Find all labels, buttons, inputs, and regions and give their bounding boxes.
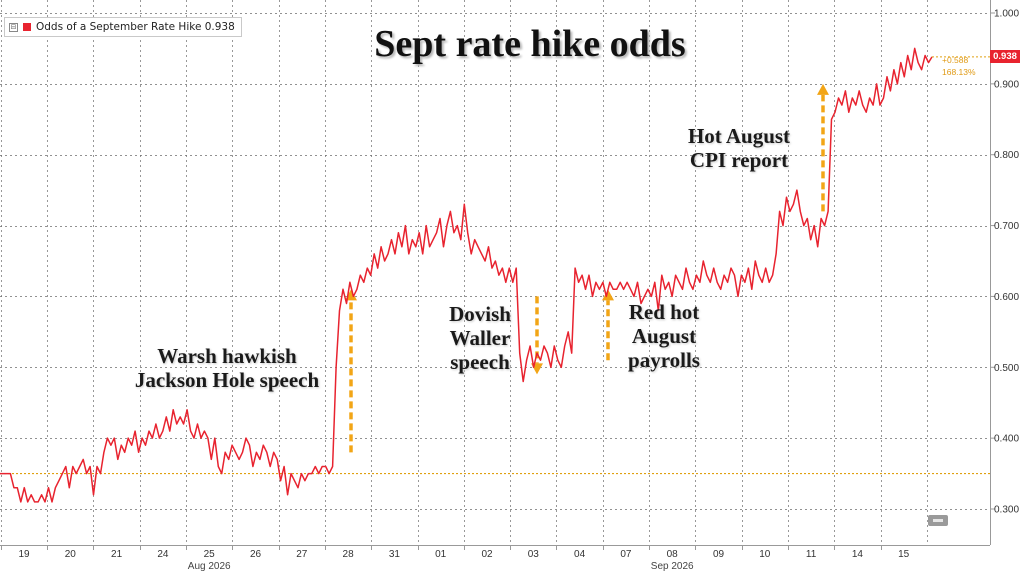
legend-swatch <box>23 23 31 31</box>
y-tick-label: 0.700 <box>994 221 1019 232</box>
x-tick-label: 07 <box>620 549 632 560</box>
x-tick-label: 14 <box>852 549 864 560</box>
annotation-warsh-line-1: Warsh hawkish <box>157 344 297 368</box>
x-tick-label: 21 <box>111 549 123 560</box>
last-value-badge: 0.938 <box>990 50 1020 63</box>
odds-series-line <box>0 47 933 503</box>
annotation-warsh-line-2: Jackson Hole speech <box>134 368 320 392</box>
x-tick-label: 27 <box>296 549 308 560</box>
x-tick-label: 28 <box>343 549 355 560</box>
annotation-payrolls-line-3: payrolls <box>628 348 700 372</box>
y-tick-label: 0.800 <box>994 150 1019 161</box>
annotation-dovish-line-3: speech <box>450 350 510 374</box>
annotation-payrolls-line-2: August <box>631 324 697 348</box>
y-tick-label: 0.400 <box>994 434 1019 445</box>
x-tick-label: 20 <box>65 549 77 560</box>
x-tick-label: 19 <box>18 549 30 560</box>
x-tick-label: 01 <box>435 549 447 560</box>
arrow-payrolls-head <box>602 289 614 301</box>
annotation-cpi: Hot August CPI report <box>668 124 810 172</box>
legend[interactable]: ⊟ Odds of a September Rate Hike 0.938 <box>4 17 242 37</box>
x-tick-label: 08 <box>667 549 679 560</box>
grid-lines <box>0 0 990 545</box>
x-tick-label: 02 <box>481 549 493 560</box>
chart-title: Sept rate hike odds <box>374 23 686 65</box>
y-tick-label: 0.300 <box>994 505 1019 516</box>
annotation-cpi-line-1: Hot August <box>687 124 791 148</box>
y-axis: 0.300 0.400 0.500 0.600 0.700 0.800 0.900 1.000 <box>990 0 1019 545</box>
x-tick-label: 03 <box>528 549 540 560</box>
y-tick-label: 0.500 <box>994 363 1019 374</box>
x-axis: 19 20 21 24 25 26 27 28 31 01 02 03 04 07 08 09 10 11 14 15… <box>0 545 990 572</box>
legend-toggle-icon[interactable]: ⊟ <box>9 22 18 32</box>
series-layer <box>0 47 990 503</box>
chart-menu-icon[interactable] <box>928 515 948 526</box>
x-tick-label: 15 <box>898 549 910 560</box>
annotation-dovish-line-1: Dovish <box>449 302 511 326</box>
change-value: +0.588 <box>942 55 969 65</box>
legend-label: Odds of a September Rate Hike 0.938 <box>36 21 235 33</box>
annotation-payrolls-line-1: Red hot <box>628 300 700 324</box>
x-tick-label: 09 <box>713 549 725 560</box>
x-tick-label: 24 <box>157 549 169 560</box>
x-tick-label: 10 <box>759 549 771 560</box>
x-tick-label: 25 <box>204 549 216 560</box>
annotation-dovish: Dovish Waller speech <box>432 302 528 374</box>
y-tick-label: 1.000 <box>994 9 1019 20</box>
arrow-cpi-head <box>817 83 829 95</box>
annotation-cpi-line-2: CPI report <box>689 148 789 172</box>
x-tick-label: 11 <box>806 549 817 560</box>
annotation-warsh: Warsh hawkish Jackson Hole speech <box>112 344 342 392</box>
x-tick-label: 04 <box>574 549 586 560</box>
month-label: Aug 2026 <box>188 561 231 572</box>
x-tick-label: 26 <box>250 549 262 560</box>
y-tick-label: 0.600 <box>994 292 1019 303</box>
change-percent: 168.13% <box>942 67 976 77</box>
y-tick-label: 0.900 <box>994 79 1019 90</box>
annotation-payrolls: Red hot August payrolls <box>616 300 712 372</box>
annotation-dovish-line-2: Waller <box>449 326 511 350</box>
month-label: Sep 2026 <box>651 561 694 572</box>
x-tick-label: 31 <box>389 549 401 560</box>
